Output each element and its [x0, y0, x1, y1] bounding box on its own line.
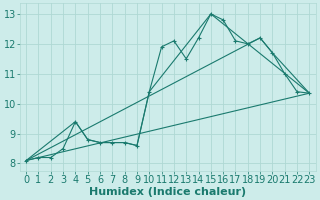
X-axis label: Humidex (Indice chaleur): Humidex (Indice chaleur) — [89, 187, 246, 197]
